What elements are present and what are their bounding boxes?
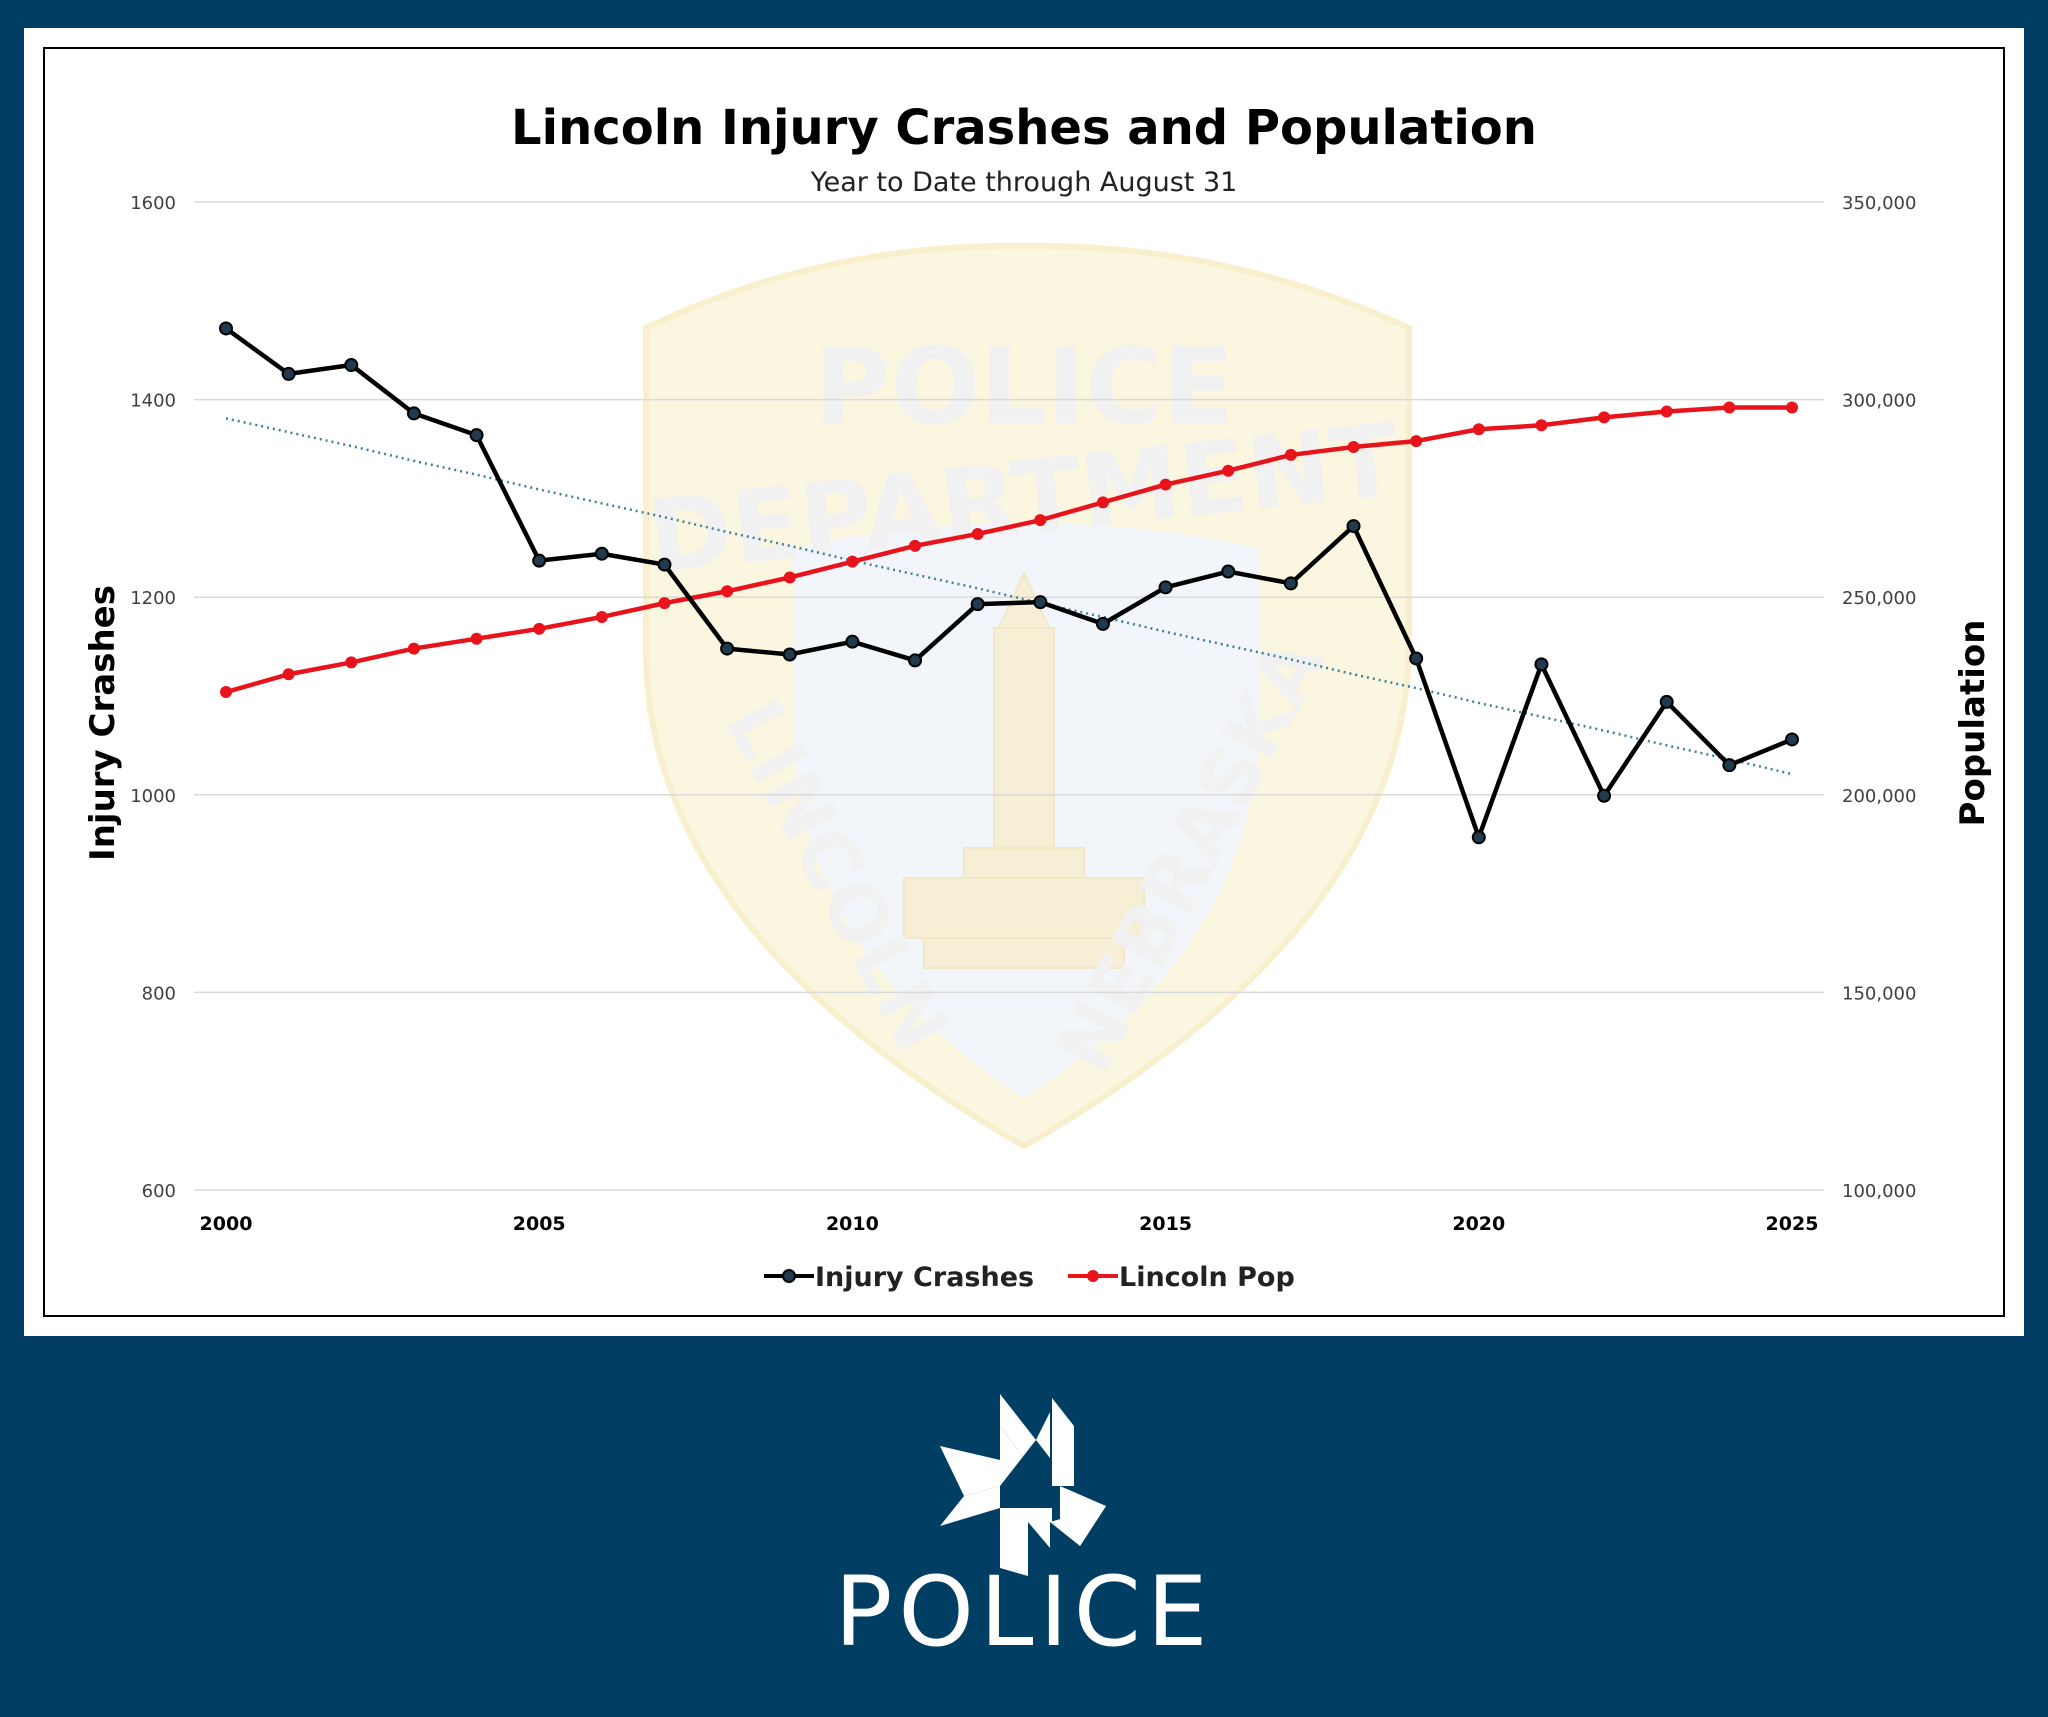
legend-item-lincoln-pop[interactable]: Lincoln Pop	[1068, 1262, 1295, 1293]
left-tick-label: 1600	[130, 193, 176, 214]
point-lincoln-pop-2016[interactable]	[1222, 464, 1235, 477]
point-injury-crashes-2019[interactable]	[1409, 651, 1424, 666]
footer-police-wordmark: POLICE	[834, 1556, 1214, 1668]
series-layer	[219, 321, 1799, 845]
point-lincoln-pop-2006[interactable]	[595, 610, 608, 623]
x-tick-label: 2005	[513, 1213, 566, 1235]
point-injury-crashes-2006[interactable]	[594, 546, 609, 561]
gridlines	[194, 201, 1824, 1191]
point-lincoln-pop-2018[interactable]	[1347, 441, 1360, 454]
point-injury-crashes-2002[interactable]	[344, 358, 359, 373]
point-injury-crashes-2008[interactable]	[720, 641, 735, 656]
chart-subtitle: Year to Date through August 31	[810, 167, 1238, 198]
left-tick-label: 600	[142, 1181, 176, 1202]
point-injury-crashes-2000[interactable]	[219, 321, 233, 336]
capitol-building-icon	[903, 570, 1145, 969]
legend: Injury Crashes Lincoln Pop	[764, 1262, 1295, 1293]
point-injury-crashes-2004[interactable]	[469, 428, 484, 443]
point-lincoln-pop-2011[interactable]	[909, 539, 922, 552]
point-injury-crashes-2024[interactable]	[1722, 758, 1737, 773]
point-injury-crashes-2012[interactable]	[970, 597, 985, 612]
point-lincoln-pop-2013[interactable]	[1034, 514, 1047, 527]
right-tick-label: 300,000	[1842, 391, 1916, 412]
left-axis-ticks: 600 800 1000 1200 1400 1600	[130, 193, 176, 1202]
point-injury-crashes-2021[interactable]	[1534, 657, 1549, 672]
police-badge-watermark: POLICE DEPARTMENT LINCOLN NEBRASKA	[642, 242, 1412, 1150]
point-lincoln-pop-2002[interactable]	[345, 656, 358, 669]
point-injury-crashes-2020[interactable]	[1471, 830, 1486, 845]
point-injury-crashes-2013[interactable]	[1033, 595, 1048, 610]
x-tick-label: 2020	[1452, 1213, 1505, 1235]
chart-panel: POLICE DEPARTMENT LINCOLN NEBRASKA Linco…	[24, 28, 2024, 1336]
legend-marker-lincoln-pop	[1087, 1270, 1099, 1282]
point-lincoln-pop-2008[interactable]	[721, 585, 734, 598]
left-tick-label: 800	[142, 983, 176, 1004]
point-lincoln-pop-2004[interactable]	[470, 632, 483, 645]
legend-label-injury-crashes: Injury Crashes	[815, 1262, 1034, 1293]
right-tick-label: 250,000	[1842, 588, 1916, 609]
x-tick-label: 2025	[1766, 1213, 1819, 1235]
x-tick-label: 2010	[826, 1213, 879, 1235]
left-axis-title: Injury Crashes	[83, 585, 123, 861]
right-axis-ticks: 100,000 150,000 200,000 250,000 300,000 350,0…	[1842, 193, 1916, 1202]
point-injury-crashes-2007[interactable]	[657, 557, 672, 572]
point-lincoln-pop-2020[interactable]	[1472, 423, 1485, 436]
x-tick-label: 2000	[200, 1213, 253, 1235]
point-lincoln-pop-2009[interactable]	[783, 571, 796, 584]
chart-title: Lincoln Injury Crashes and Population	[511, 100, 1537, 156]
point-injury-crashes-2022[interactable]	[1597, 788, 1612, 803]
point-lincoln-pop-2005[interactable]	[533, 622, 546, 635]
right-tick-label: 350,000	[1842, 193, 1916, 214]
trendline-injury-crashes	[225, 417, 1793, 776]
point-injury-crashes-2011[interactable]	[908, 653, 923, 668]
chart: POLICE DEPARTMENT LINCOLN NEBRASKA Linco…	[43, 47, 2005, 1317]
point-lincoln-pop-2015[interactable]	[1159, 478, 1172, 491]
point-injury-crashes-2010[interactable]	[845, 634, 860, 649]
point-lincoln-pop-2014[interactable]	[1096, 496, 1109, 509]
point-lincoln-pop-2007[interactable]	[658, 597, 671, 610]
point-lincoln-pop-2022[interactable]	[1598, 411, 1611, 424]
left-tick-label: 1400	[130, 391, 176, 412]
legend-marker-injury-crashes	[782, 1269, 796, 1283]
left-tick-label: 1200	[130, 588, 176, 609]
point-lincoln-pop-2010[interactable]	[846, 555, 859, 568]
point-injury-crashes-2014[interactable]	[1095, 616, 1110, 631]
footer-logo	[940, 1394, 1106, 1576]
right-tick-label: 150,000	[1842, 983, 1916, 1004]
point-lincoln-pop-2001[interactable]	[282, 668, 295, 681]
point-injury-crashes-2016[interactable]	[1221, 564, 1236, 579]
left-tick-label: 1000	[130, 786, 176, 807]
point-lincoln-pop-2017[interactable]	[1284, 448, 1297, 461]
x-tick-label: 2015	[1139, 1213, 1192, 1235]
point-lincoln-pop-2003[interactable]	[407, 642, 420, 655]
point-lincoln-pop-2023[interactable]	[1660, 405, 1673, 418]
series-line-injury-crashes	[224, 326, 1793, 844]
legend-label-lincoln-pop: Lincoln Pop	[1119, 1262, 1295, 1293]
point-injury-crashes-2001[interactable]	[281, 366, 296, 381]
legend-item-injury-crashes[interactable]: Injury Crashes	[764, 1262, 1034, 1293]
point-injury-crashes-2025[interactable]	[1785, 732, 1799, 747]
series-line-lincoln-pop	[225, 405, 1792, 695]
point-injury-crashes-2023[interactable]	[1659, 694, 1674, 709]
point-injury-crashes-2009[interactable]	[782, 647, 797, 662]
point-injury-crashes-2015[interactable]	[1158, 580, 1173, 595]
point-lincoln-pop-2000[interactable]	[220, 686, 232, 699]
right-axis-title: Population	[1953, 620, 1993, 827]
lincoln-star-logo-icon	[940, 1394, 1106, 1576]
point-injury-crashes-2017[interactable]	[1283, 576, 1298, 591]
right-tick-label: 200,000	[1842, 786, 1916, 807]
point-lincoln-pop-2012[interactable]	[971, 527, 984, 540]
right-tick-label: 100,000	[1842, 1181, 1916, 1202]
point-lincoln-pop-2021[interactable]	[1535, 419, 1548, 432]
chart-border	[43, 47, 2005, 1317]
watermark-line1: POLICE	[814, 326, 1235, 448]
point-lincoln-pop-2024[interactable]	[1723, 401, 1736, 414]
point-injury-crashes-2018[interactable]	[1346, 519, 1361, 534]
point-injury-crashes-2005[interactable]	[532, 553, 547, 568]
point-lincoln-pop-2025[interactable]	[1786, 401, 1798, 414]
point-injury-crashes-2003[interactable]	[406, 406, 421, 421]
x-axis-ticks: 2000 2005 2010 2015 2020 2025	[200, 1213, 1819, 1235]
point-lincoln-pop-2019[interactable]	[1410, 435, 1423, 448]
